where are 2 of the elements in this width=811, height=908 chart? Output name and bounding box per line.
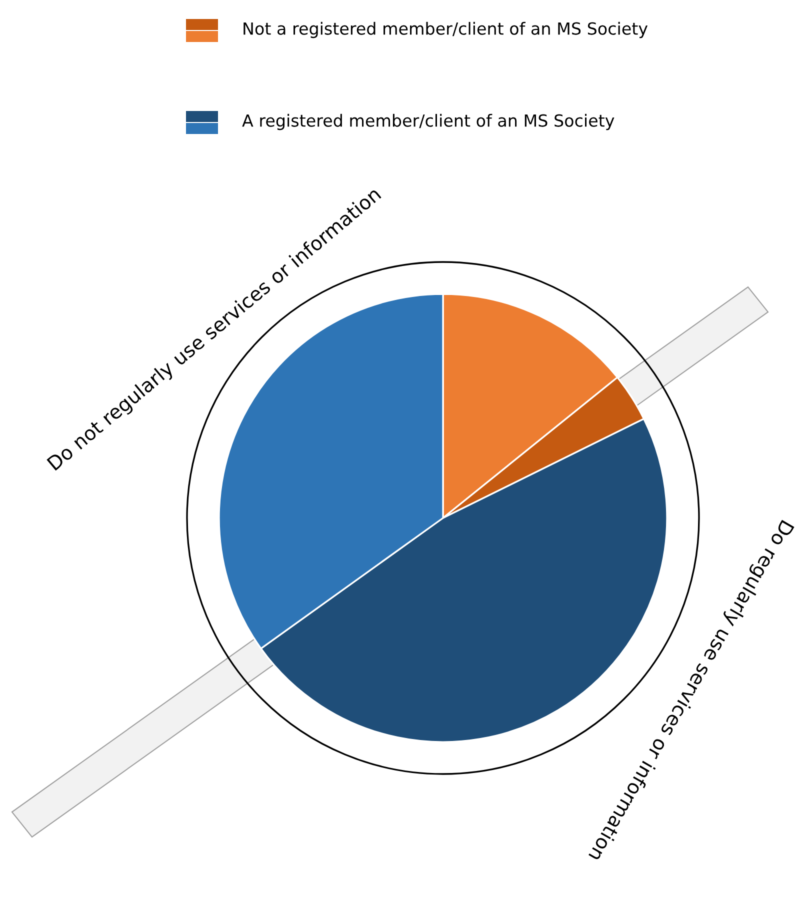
legend-label: Not a registered member/client of an MS Society (244, 22, 648, 38)
legend-label: A registered member/client of an MS Society (242, 114, 614, 130)
